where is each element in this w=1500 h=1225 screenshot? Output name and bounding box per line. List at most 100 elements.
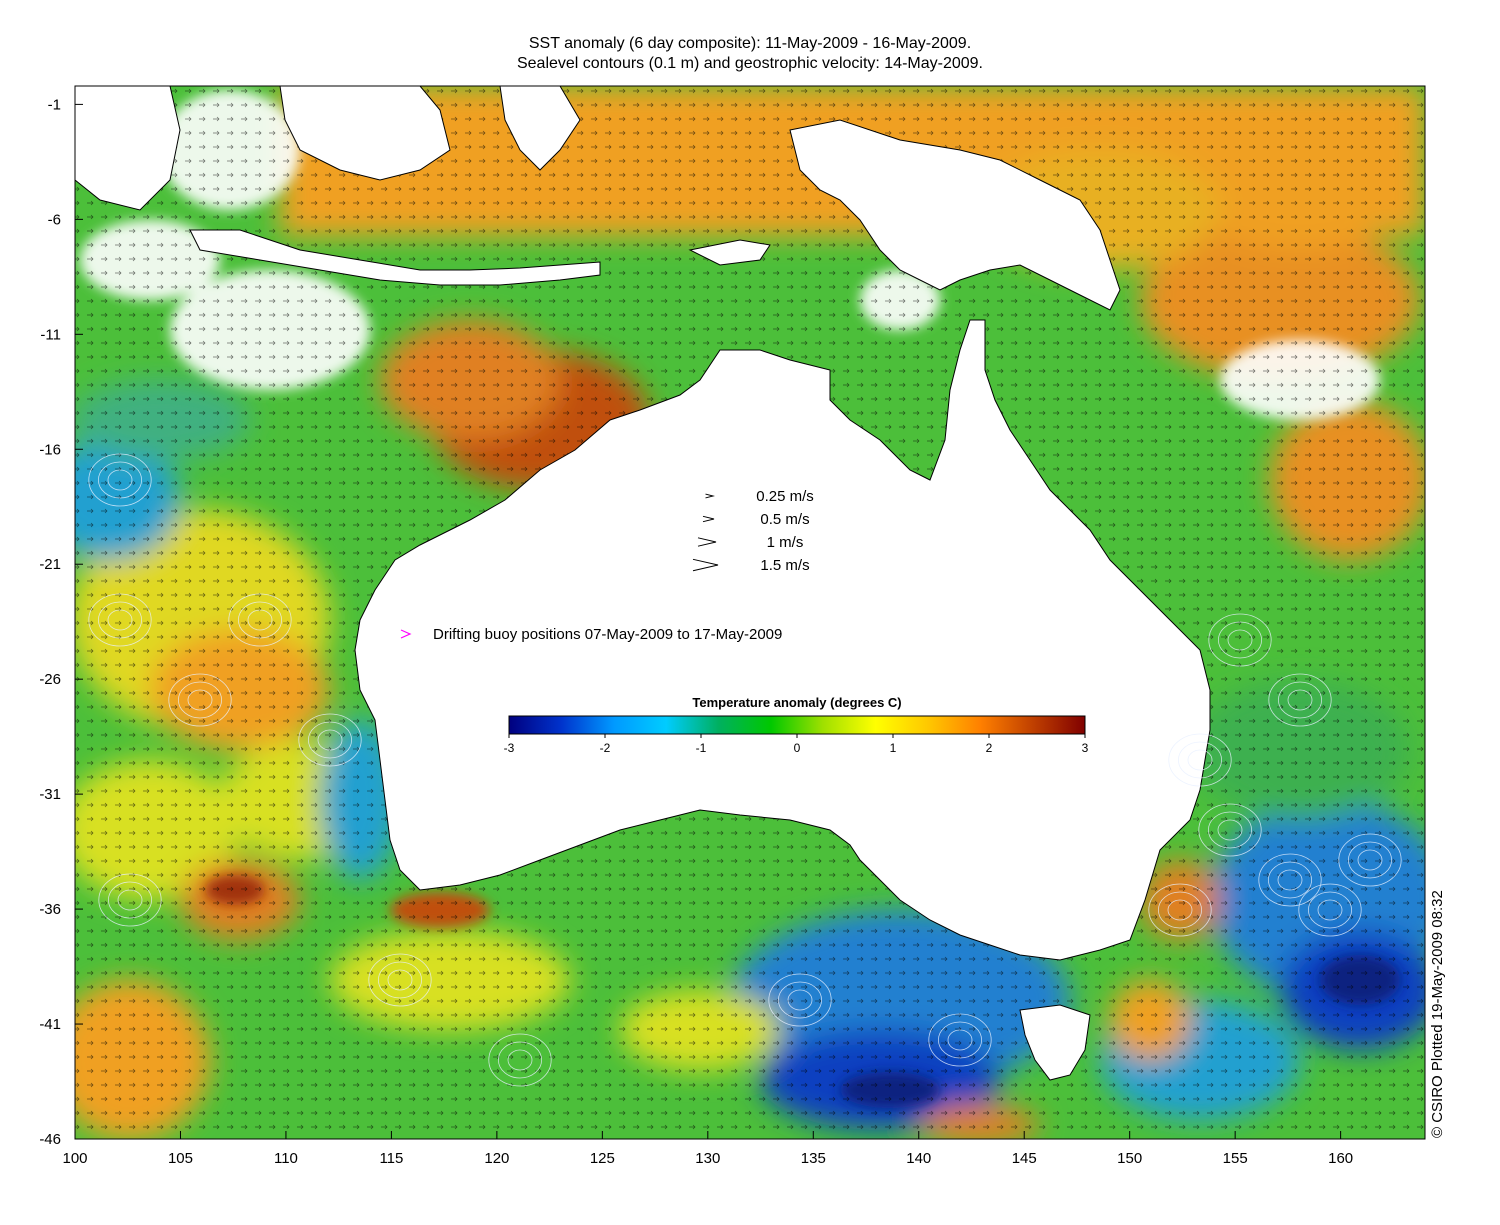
tasmania-land (1019, 1004, 1091, 1081)
contour-ring (98, 601, 143, 639)
x-tick-label: 150 (1117, 1150, 1142, 1167)
contour-ring (1308, 891, 1353, 929)
contour-ring (1178, 741, 1223, 779)
contour-ring (298, 713, 362, 767)
x-tick-label: 100 (62, 1150, 87, 1167)
y-tick-label: -26 (39, 671, 61, 688)
contour-ring (1278, 681, 1323, 719)
map-title-line1: SST anomaly (6 day composite): 11-May-20… (528, 35, 972, 52)
contour-ring (377, 961, 422, 999)
contour-ring (107, 469, 133, 491)
colorbar-title: Temperature anomaly (degrees C) (692, 695, 901, 710)
velocity-legend-label: 1.5 m/s (760, 557, 809, 574)
y-tick-label: -21 (39, 556, 61, 573)
contour-ring (1187, 749, 1213, 771)
contour-ring (1338, 833, 1402, 887)
y-tick-label: -16 (39, 441, 61, 458)
x-tick-label: 145 (1012, 1150, 1037, 1167)
contour-ring (768, 973, 832, 1027)
x-tick-label: 155 (1223, 1150, 1248, 1167)
contour-ring (168, 673, 232, 727)
contour-ring (1217, 819, 1243, 841)
contour-ring (1268, 861, 1313, 899)
contour-ring (488, 1033, 552, 1087)
contour-ring (1148, 883, 1212, 937)
contour-ring (368, 953, 432, 1007)
land (75, 86, 1211, 1081)
contour-ring (1277, 869, 1303, 891)
x-tick-label: 105 (168, 1150, 193, 1167)
y-tick-label: -41 (39, 1016, 61, 1033)
contour-ring (117, 889, 143, 911)
velocity-arrow-icon (702, 515, 715, 523)
sulawesi-land (499, 86, 581, 171)
x-tick-label: 160 (1328, 1150, 1353, 1167)
contour-ring (107, 609, 133, 631)
colorbar-tick-label: -3 (504, 741, 515, 755)
contour-ring (947, 1029, 973, 1051)
x-tick-label: 110 (274, 1150, 298, 1167)
y-tick-label: -36 (39, 901, 61, 918)
map-title-line2: Sealevel contours (0.1 m) and geostrophi… (516, 55, 983, 72)
contour-ring (307, 721, 352, 759)
contour-ring (928, 1013, 992, 1067)
contour-ring (177, 681, 222, 719)
contour-ring (228, 593, 292, 647)
borneo-land (279, 86, 451, 181)
contour-ring (98, 873, 162, 927)
contour-ring (237, 601, 282, 639)
contour-ring (1317, 899, 1343, 921)
sealevel-contours (88, 453, 1402, 1087)
contour-ring (1268, 673, 1332, 727)
colorbar-ticks: -3 -2 -1 0 1 2 3 (504, 734, 1089, 755)
y-axis: -1 -6 -11 -16 -21 -26 -31 -36 -41 -46 (39, 96, 83, 1148)
colorbar-tick-label: 3 (1082, 741, 1089, 755)
x-tick-label: 120 (484, 1150, 509, 1167)
contour-ring (1227, 629, 1253, 651)
australia-land (354, 319, 1211, 961)
contour-ring (1357, 849, 1383, 871)
velocity-arrow-icon (697, 537, 717, 547)
contour-ring (1258, 853, 1322, 907)
velocity-legend-label: 0.5 m/s (760, 511, 809, 528)
contour-ring (108, 881, 153, 919)
y-tick-label: -1 (48, 96, 61, 113)
buoy-legend-label: Drifting buoy positions 07-May-2009 to 1… (433, 626, 782, 643)
contour-ring (387, 969, 413, 991)
contour-ring (98, 461, 143, 499)
velocity-arrow-icon (705, 493, 715, 499)
x-tick-label: 125 (590, 1150, 615, 1167)
java-land (189, 229, 601, 286)
map-frame (74, 85, 1426, 1140)
contour-ring (778, 981, 823, 1019)
velocity-legend-label: 0.25 m/s (756, 488, 814, 505)
sst-field (75, 86, 1425, 1139)
contour-ring (1208, 613, 1272, 667)
contour-ring (1298, 883, 1362, 937)
contour-ring (1168, 733, 1232, 787)
y-tick-label: -6 (48, 211, 61, 228)
y-tick-label: -31 (39, 786, 61, 803)
timor-land (688, 239, 771, 266)
x-tick-label: 115 (379, 1150, 403, 1167)
contour-ring (187, 689, 213, 711)
contour-ring (317, 729, 343, 751)
contour-ring (497, 1041, 542, 1079)
x-tick-label: 130 (695, 1150, 720, 1167)
contour-ring (1198, 803, 1262, 857)
colorbar-tick-label: 2 (986, 741, 993, 755)
colorbar-tick-label: -1 (696, 741, 707, 755)
contour-ring (88, 453, 152, 507)
velocity-legend-label: 1 m/s (767, 534, 804, 551)
colorbar-tick-label: 0 (794, 741, 801, 755)
x-tick-label: 140 (906, 1150, 931, 1167)
buoy-marker-icon (400, 629, 412, 639)
x-axis: 100 105 110 115 120 125 130 135 140 145 150 155 160 (62, 1131, 1353, 1167)
contour-ring (88, 593, 152, 647)
velocity-arrow-icon (692, 558, 719, 572)
colorbar-bar (508, 715, 1086, 735)
credit-text: © CSIRO Plotted 19-May-2009 08:32 (1429, 890, 1446, 1138)
y-tick-label: -46 (39, 1131, 61, 1148)
velocity-legend: 0.25 m/s 0.5 m/s 1 m/s 1.5 m/s (692, 488, 814, 574)
